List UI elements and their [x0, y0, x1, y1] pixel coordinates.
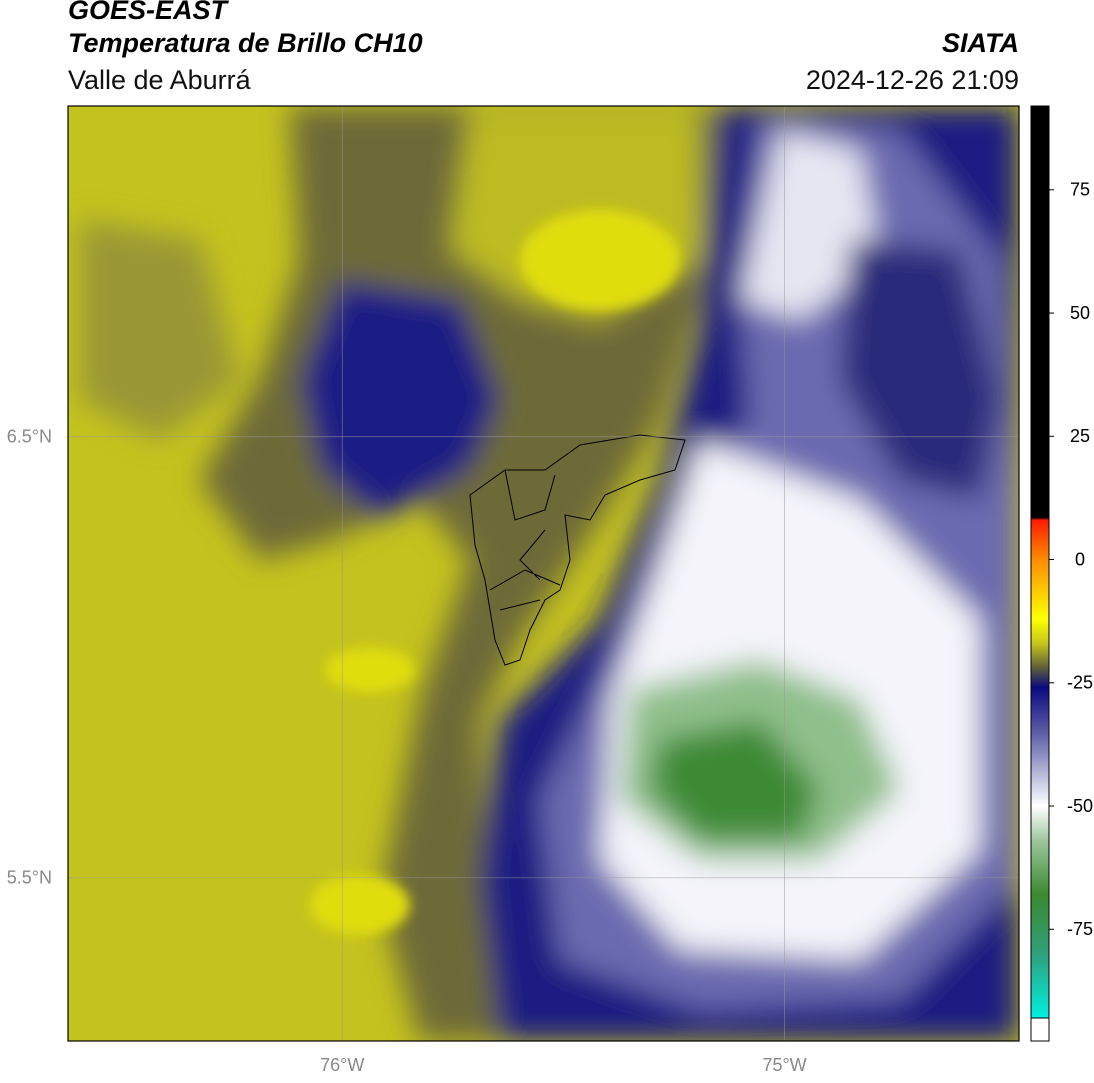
colorbar-tick-label: -25 — [1067, 673, 1093, 693]
datetime: 2024-12-26 21:09 — [806, 65, 1019, 95]
colorbar — [1031, 106, 1049, 1018]
subtitle: Temperatura de Brillo CH10 — [68, 28, 423, 58]
lat-tick-label: 5.5°N — [7, 868, 52, 888]
colorbar-tick-label: 25 — [1070, 426, 1090, 446]
colorbar-tick-label: -75 — [1067, 919, 1093, 939]
colorbar-tick-label: 50 — [1070, 303, 1090, 323]
title: GOES-EAST — [68, 0, 230, 25]
region: Valle de Aburrá — [68, 65, 252, 95]
colorbar-tick-label: 0 — [1075, 549, 1085, 569]
colorbar-tick-label: -50 — [1067, 796, 1093, 816]
lon-tick-label: 76°W — [320, 1055, 364, 1075]
colorbar-under — [1030, 1017, 1050, 1042]
source: SIATA — [942, 28, 1019, 58]
colorbar-tick-label: 75 — [1070, 180, 1090, 200]
map-frame — [67, 105, 1020, 1042]
satellite-image — [68, 106, 1019, 1041]
lat-tick-label: 6.5°N — [7, 427, 52, 447]
colorbar-frame — [1030, 105, 1050, 1042]
municipal-boundaries — [469, 434, 686, 666]
lon-tick-label: 75°W — [762, 1055, 806, 1075]
